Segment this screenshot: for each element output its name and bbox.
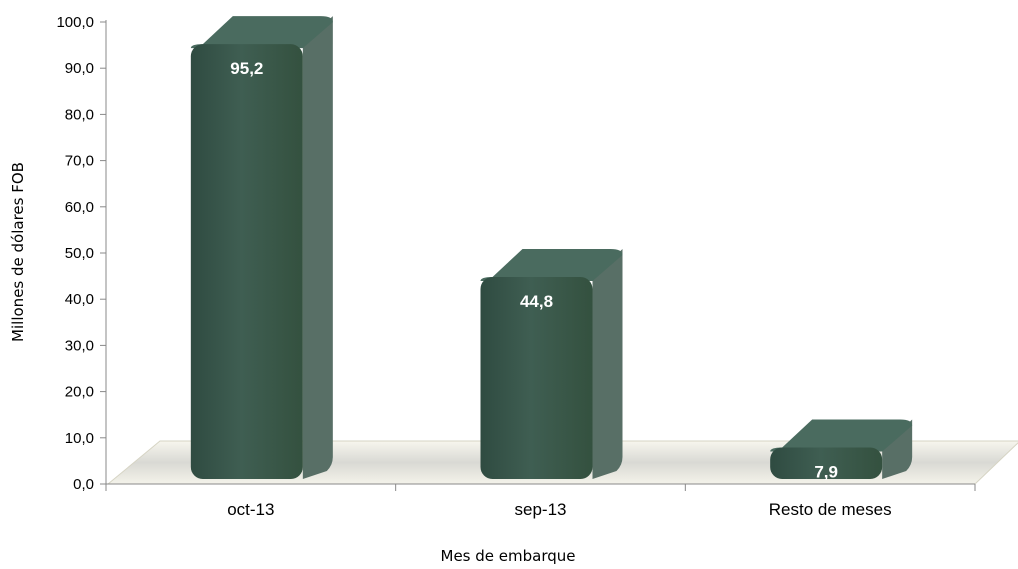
x-axis-ticks: oct-13 sep-13 Resto de meses xyxy=(105,484,976,519)
bar-value-label: 7,9 xyxy=(814,463,838,482)
y-tick-label: 100,0 xyxy=(56,14,94,31)
bar-value-label: 44,8 xyxy=(520,292,553,311)
x-tick-label: Resto de meses xyxy=(769,500,892,519)
bar-top xyxy=(770,419,913,452)
y-tick-label: 70,0 xyxy=(65,153,94,170)
bars: 95,2 44,8 7,9 xyxy=(190,16,913,482)
x-tick-label: oct-13 xyxy=(227,500,274,519)
bar-front xyxy=(480,277,593,479)
y-tick-label: 0,0 xyxy=(73,476,94,493)
bar-side xyxy=(302,16,333,480)
y-tick-label: 40,0 xyxy=(65,291,94,308)
y-tick-label: 50,0 xyxy=(65,245,94,262)
bar-value-label: 95,2 xyxy=(230,59,263,78)
x-axis-title: Mes de embarque xyxy=(441,547,576,565)
bar-front xyxy=(190,44,303,480)
y-tick-label: 30,0 xyxy=(65,337,94,354)
y-axis-title: Millones de dólares FOB xyxy=(9,162,27,342)
bar-side xyxy=(882,419,913,479)
bar-top xyxy=(480,249,623,282)
bar: 95,2 xyxy=(190,16,333,480)
bar-top xyxy=(190,16,333,49)
bar: 44,8 xyxy=(480,249,623,479)
bar-side xyxy=(592,249,623,479)
y-tick-label: 90,0 xyxy=(65,60,94,77)
y-tick-label: 10,0 xyxy=(65,430,94,447)
bar: 7,9 xyxy=(770,419,913,482)
y-tick-label: 60,0 xyxy=(65,199,94,216)
y-tick-label: 20,0 xyxy=(65,384,94,401)
y-axis-ticks: 0,0 10,0 20,0 30,0 40,0 50,0 60,0 70,0 80,0 90,0 1… xyxy=(56,14,106,493)
x-tick-label: sep-13 xyxy=(515,500,567,519)
y-tick-label: 80,0 xyxy=(65,106,94,123)
bar-front xyxy=(770,447,883,479)
